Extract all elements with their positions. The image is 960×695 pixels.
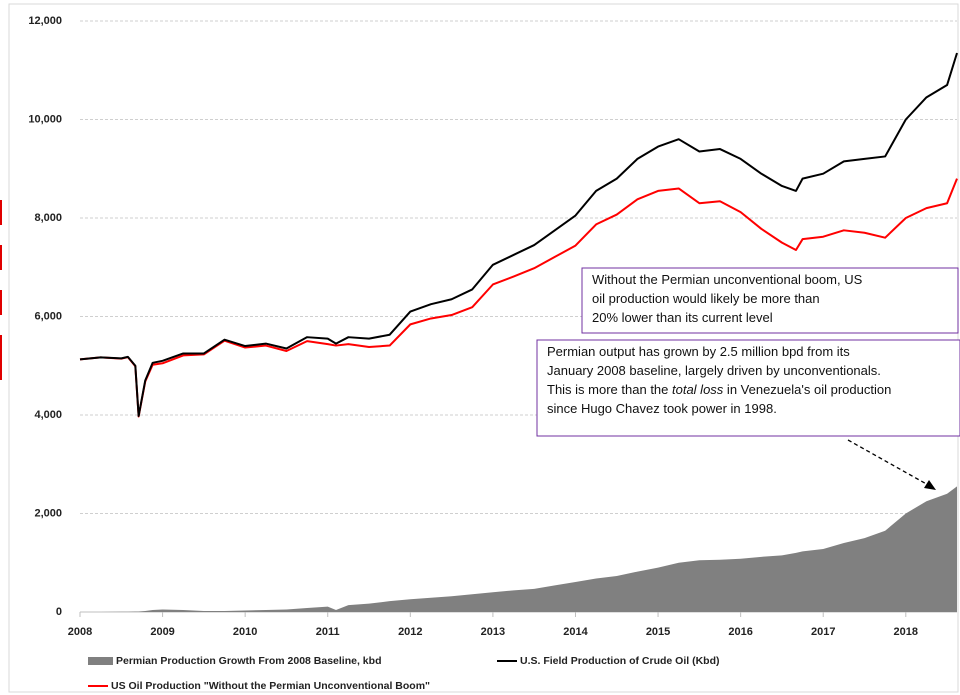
y-tick-label: 4,000: [34, 409, 62, 421]
annotation-segment: Without the Permian unconventional boom,…: [592, 272, 863, 287]
legend-label: Permian Production Growth From 2008 Base…: [116, 655, 381, 667]
annotation-segment: in Venezuela's oil production: [723, 382, 891, 397]
annotation-segment: oil production would likely be more than: [592, 291, 820, 306]
area: [80, 486, 957, 612]
line: [79, 178, 958, 418]
annotation-segment: since Hugo Chavez took power in 1998.: [547, 401, 777, 416]
x-tick-label: 2015: [646, 626, 670, 638]
legend-swatch: [88, 657, 113, 665]
legend-label: US Oil Production "Without the Permian U…: [111, 680, 430, 692]
annotation-segment: Permian output has grown by 2.5 million …: [547, 344, 850, 359]
annotation-text: oil production would likely be more than: [592, 291, 820, 306]
y-tick-label: 2,000: [34, 507, 62, 519]
y-tick-label: 12,000: [28, 15, 62, 27]
annotation-text: This is more than the total loss in Vene…: [547, 382, 891, 397]
x-tick-label: 2018: [894, 626, 918, 638]
x-tick-label: 2016: [728, 626, 752, 638]
annotation-segment: This is more than the: [547, 382, 672, 397]
annotation-text: Without the Permian unconventional boom,…: [592, 272, 863, 287]
annotation-text: since Hugo Chavez took power in 1998.: [547, 401, 777, 416]
annotation-text: January 2008 baseline, largely driven by…: [547, 363, 881, 378]
x-tick-label: 2014: [563, 626, 588, 638]
annotation-segment: total loss: [672, 382, 724, 397]
annotation-box: [581, 267, 959, 334]
y-tick-label: 0: [56, 606, 62, 618]
annotation-text: 20% lower than its current level: [592, 310, 773, 325]
y-tick-label: 6,000: [34, 310, 62, 322]
y-tick-label: 8,000: [34, 212, 62, 224]
annotation-box: [536, 339, 960, 437]
annotation-segment: January 2008 baseline, largely driven by…: [547, 363, 881, 378]
x-tick-label: 2017: [811, 626, 835, 638]
legend-label: U.S. Field Production of Crude Oil (Kbd): [520, 655, 720, 667]
x-tick-label: 2010: [233, 626, 257, 638]
x-tick-label: 2013: [481, 626, 505, 638]
annotation-text: Permian output has grown by 2.5 million …: [547, 344, 850, 359]
annotation-arrow: [847, 439, 931, 487]
arrow-head: [924, 480, 936, 490]
y-tick-label: 10,000: [28, 113, 62, 125]
annotation-segment: 20% lower than its current level: [592, 310, 773, 325]
x-tick-label: 2011: [316, 626, 340, 638]
line: [79, 52, 958, 417]
x-tick-label: 2009: [150, 626, 174, 638]
x-tick-label: 2008: [68, 626, 92, 638]
x-tick-label: 2012: [398, 626, 422, 638]
